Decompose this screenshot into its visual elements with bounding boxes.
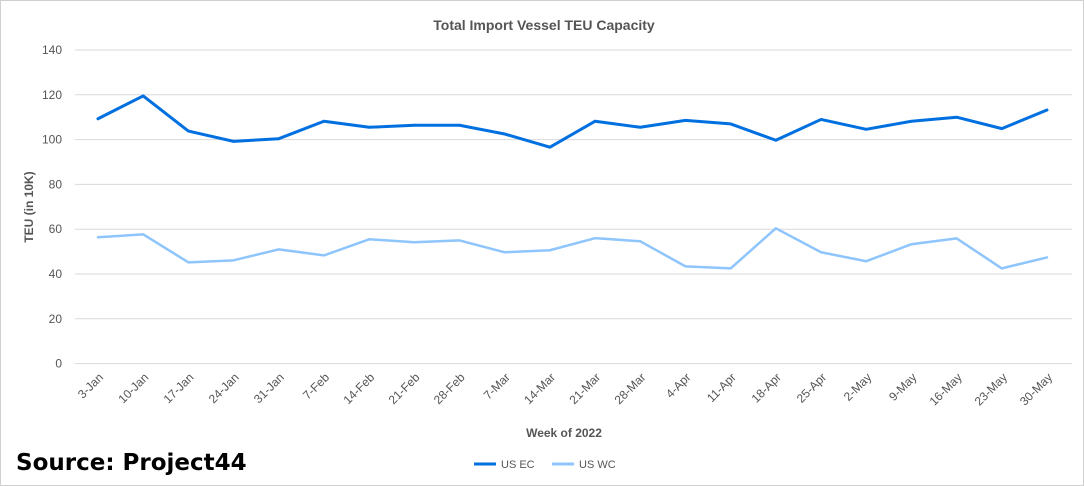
x-tick-label: 31-Jan <box>251 370 287 406</box>
x-tick-label: 30-May <box>1017 370 1055 408</box>
y-tick-label: 80 <box>49 177 63 191</box>
x-tick-label: 14-Mar <box>521 370 558 407</box>
series-line-us-wc <box>96 227 1049 270</box>
x-tick-label: 23-May <box>972 370 1010 408</box>
x-tick-label: 7-Feb <box>300 370 332 402</box>
legend-label: US WC <box>579 459 616 471</box>
x-axis-label: Week of 2022 <box>526 426 602 440</box>
y-tick-label: 140 <box>42 43 62 57</box>
x-tick-label: 2-May <box>841 370 874 403</box>
y-tick-label: 120 <box>42 88 62 102</box>
x-tick-label: 28-Mar <box>612 370 649 407</box>
x-tick-label: 24-Jan <box>206 370 242 406</box>
x-tick-label: 28-Feb <box>431 370 468 407</box>
chart-title: Total Import Vessel TEU Capacity <box>433 17 655 33</box>
x-tick-label: 21-Feb <box>386 370 423 407</box>
y-tick-label: 20 <box>49 312 63 326</box>
x-tick-label: 14-Feb <box>340 370 377 407</box>
y-tick-label: 0 <box>55 357 62 371</box>
x-tick-label: 16-May <box>927 370 965 408</box>
x-tick-label: 4-Apr <box>663 370 694 401</box>
y-tick-label: 60 <box>49 222 63 236</box>
x-tick-label: 21-Mar <box>566 370 603 407</box>
x-tick-label: 11-Apr <box>704 370 739 405</box>
source-caption: Source: Project44 <box>16 450 247 476</box>
x-tick-label: 25-Apr <box>794 370 829 405</box>
x-tick-label: 18-Apr <box>749 370 784 405</box>
x-tick-label: 9-May <box>886 370 919 403</box>
y-tick-label: 100 <box>42 133 62 147</box>
x-tick-label: 7-Mar <box>481 370 513 402</box>
y-tick-label: 40 <box>49 267 63 281</box>
series-line-us-ec <box>96 94 1049 149</box>
x-tick-label: 10-Jan <box>115 370 151 406</box>
y-axis-label: TEU (in 10K) <box>22 171 36 242</box>
legend-label: US EC <box>501 459 535 471</box>
x-tick-label: 17-Jan <box>161 370 197 406</box>
x-tick-label: 3-Jan <box>75 370 106 401</box>
